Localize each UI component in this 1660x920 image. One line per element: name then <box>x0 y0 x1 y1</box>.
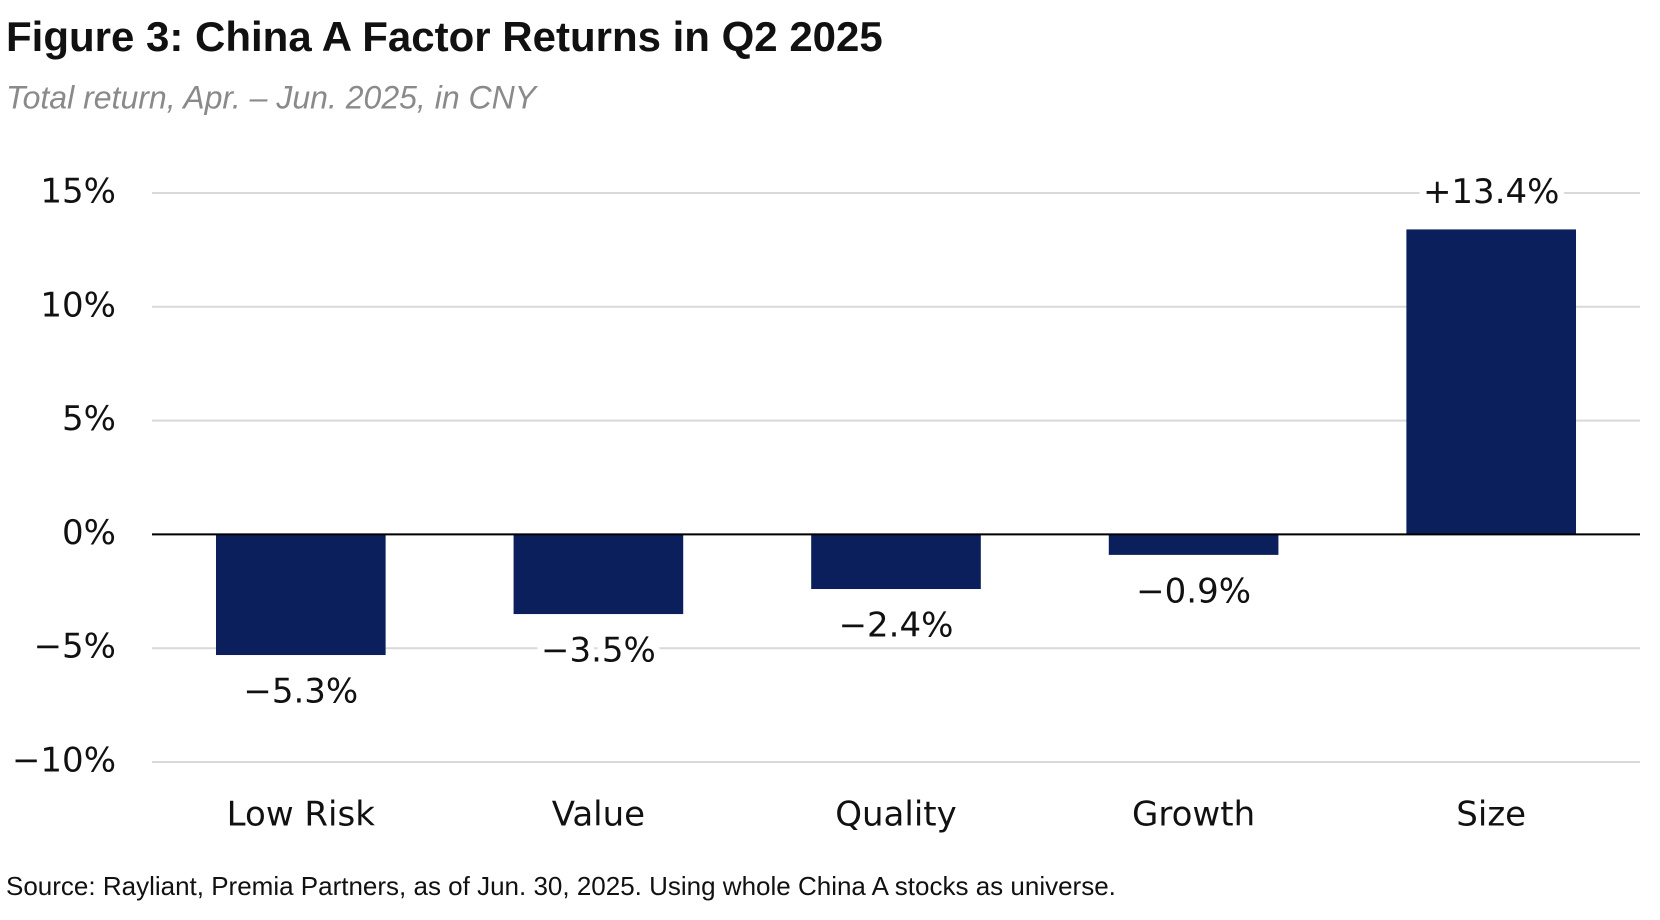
value-label: −3.5% <box>541 631 656 671</box>
bar <box>215 534 386 656</box>
y-tick-label: −5% <box>34 627 116 667</box>
bar <box>513 534 684 615</box>
y-tick-label: 15% <box>40 172 116 212</box>
y-tick-label: 10% <box>40 285 116 325</box>
bar <box>811 534 981 590</box>
chart-title: Figure 3: China A Factor Returns in Q2 2… <box>6 13 883 60</box>
y-tick-label: −10% <box>12 741 116 781</box>
value-label: −2.4% <box>839 606 954 646</box>
bar <box>1406 229 1577 535</box>
value-label: −5.3% <box>243 672 358 712</box>
x-tick-label: Value <box>552 795 645 835</box>
chart-subtitle: Total return, Apr. – Jun. 2025, in CNY <box>6 79 539 115</box>
x-tick-label: Quality <box>835 795 957 835</box>
source-note: Source: Rayliant, Premia Partners, as of… <box>6 871 1116 901</box>
x-tick-label: Size <box>1456 795 1526 835</box>
value-label: −0.9% <box>1136 571 1251 611</box>
x-tick-label: Low Risk <box>227 795 376 835</box>
x-tick-label: Growth <box>1132 795 1255 835</box>
y-tick-label: 0% <box>62 513 116 553</box>
y-tick-label: 5% <box>62 399 116 439</box>
bar <box>1108 534 1279 555</box>
value-label: +13.4% <box>1423 172 1560 212</box>
